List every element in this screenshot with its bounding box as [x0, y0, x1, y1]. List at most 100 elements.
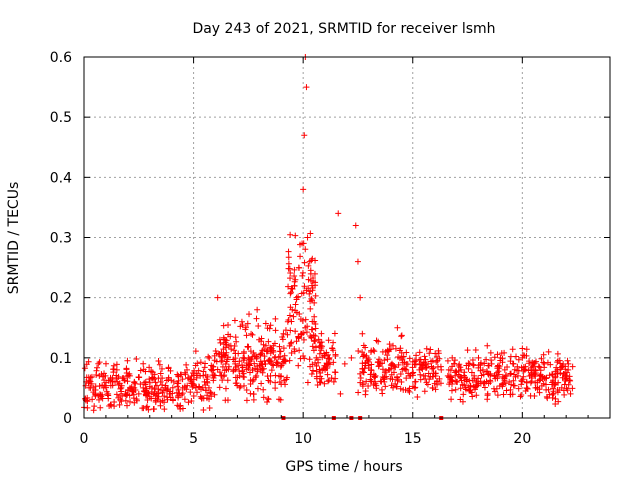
- data-point: [184, 366, 191, 373]
- data-point: [480, 380, 487, 387]
- data-point: [311, 337, 318, 344]
- data-point: [359, 330, 366, 337]
- data-point: [518, 391, 525, 398]
- data-point: [463, 376, 470, 383]
- data-point: [197, 386, 204, 393]
- data-point: [466, 360, 473, 367]
- data-point: [461, 375, 468, 382]
- data-point: [511, 366, 518, 373]
- data-point: [423, 345, 430, 352]
- data-point: [218, 349, 225, 356]
- data-point: [258, 360, 265, 367]
- data-point: [227, 333, 234, 340]
- data-point: [262, 320, 269, 327]
- data-point: [246, 311, 253, 318]
- data-point: [99, 395, 106, 402]
- data-point: [395, 353, 402, 360]
- data-point: [162, 384, 169, 391]
- data-point: [403, 366, 410, 373]
- data-point: [392, 345, 399, 352]
- data-point: [220, 334, 227, 341]
- data-point: [292, 301, 299, 308]
- data-point: [565, 381, 572, 388]
- data-point: [562, 366, 569, 373]
- data-point: [508, 370, 515, 377]
- data-point: [285, 260, 292, 267]
- data-point: [204, 379, 211, 386]
- data-point: [197, 359, 204, 366]
- data-point: [312, 292, 319, 299]
- data-point: [309, 326, 316, 333]
- data-point: [304, 379, 311, 386]
- data-point: [523, 385, 530, 392]
- data-point: [272, 353, 279, 360]
- data-point: [298, 290, 305, 297]
- data-point: [564, 357, 571, 364]
- data-point: [452, 372, 459, 379]
- data-point: [310, 347, 317, 354]
- x-axis-label: GPS time / hours: [285, 459, 402, 475]
- data-point: [161, 406, 168, 413]
- data-point: [300, 353, 307, 360]
- axis-ticks: 0 0.1 0.2 0.3 0.4 0.5 0.6 0 5 10 15 20: [50, 50, 610, 447]
- data-point: [365, 383, 372, 390]
- data-point: [198, 395, 205, 402]
- data-point: [510, 360, 517, 367]
- data-point: [303, 329, 310, 336]
- data-point: [219, 377, 226, 384]
- data-point: [210, 366, 217, 373]
- data-point: [158, 365, 165, 372]
- data-point: [425, 360, 432, 367]
- data-point: [330, 339, 337, 346]
- data-point: [435, 350, 442, 357]
- data-point: [296, 347, 303, 354]
- data-point: [240, 373, 247, 380]
- data-point: [381, 378, 388, 385]
- data-point: [161, 399, 168, 406]
- data-point: [484, 342, 491, 349]
- data-point: [494, 365, 501, 372]
- data-point: [318, 330, 325, 337]
- data-point: [83, 361, 90, 368]
- data-point: [272, 315, 279, 322]
- data-point: [166, 390, 173, 397]
- data-point: [308, 370, 315, 377]
- data-point: [105, 390, 112, 397]
- data-point: [276, 378, 283, 385]
- data-point: [231, 317, 238, 324]
- data-point: [368, 366, 375, 373]
- data-point: [398, 333, 405, 340]
- data-point: [271, 340, 278, 347]
- data-point: [113, 366, 120, 373]
- data-point: [82, 395, 89, 402]
- data-point: [107, 401, 114, 408]
- data-point: [157, 402, 164, 409]
- data-point: [254, 385, 261, 392]
- data-point: [406, 385, 413, 392]
- x-tick-label: 15: [404, 431, 422, 447]
- data-point: [555, 379, 562, 386]
- data-point: [293, 294, 300, 301]
- data-point: [299, 269, 306, 276]
- data-point: [436, 355, 443, 362]
- data-point: [126, 392, 133, 399]
- data-point: [376, 360, 383, 367]
- chart-title: Day 243 of 2021, SRMTID for receiver lsm…: [192, 21, 495, 37]
- data-point: [121, 377, 128, 384]
- data-point: [218, 358, 225, 365]
- data-point: [287, 290, 294, 297]
- data-point: [457, 366, 464, 373]
- data-point: [518, 381, 525, 388]
- data-point: [181, 396, 188, 403]
- data-point: [286, 357, 293, 364]
- data-point: [422, 356, 429, 363]
- data-point: [562, 377, 569, 384]
- data-point: [557, 360, 564, 367]
- data-point: [124, 402, 131, 409]
- data-point: [303, 287, 310, 294]
- data-point: [99, 391, 106, 398]
- data-point: [341, 360, 348, 367]
- data-point: [146, 376, 153, 383]
- data-point: [267, 322, 274, 329]
